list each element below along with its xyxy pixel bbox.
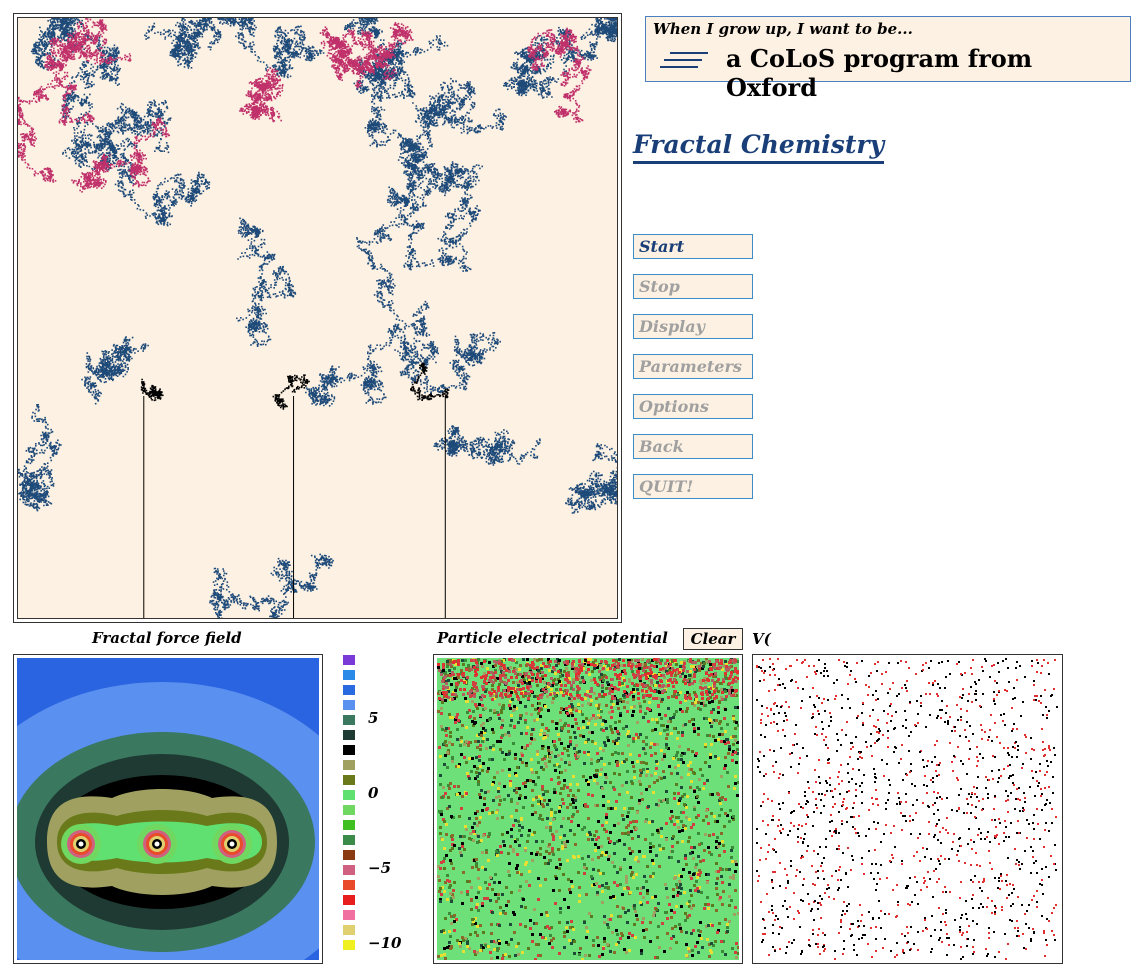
force-center (137, 824, 177, 864)
legend-swatch (343, 700, 355, 710)
legend-swatch (343, 865, 355, 875)
colos-logo-icon (660, 52, 708, 68)
legend-swatch (343, 850, 355, 860)
legend-swatch (343, 805, 355, 815)
force-field-panel (13, 654, 323, 964)
legend-swatch (343, 820, 355, 830)
banner-tagline: When I grow up, I want to be... (653, 20, 913, 38)
start-button[interactable]: Start (633, 234, 753, 259)
legend-swatch (343, 715, 355, 725)
quit-button[interactable]: QUIT! (633, 474, 753, 499)
velocity-label: V( (752, 630, 771, 648)
legend-swatch (343, 730, 355, 740)
legend-swatch (343, 880, 355, 890)
dendrite-stems (140, 362, 450, 618)
page-title: Fractal Chemistry (633, 130, 885, 164)
colos-banner: When I grow up, I want to be... a CoLoS … (645, 16, 1131, 102)
legend-swatch (343, 835, 355, 845)
potential-map (437, 658, 739, 960)
options-button[interactable]: Options (633, 394, 753, 419)
legend-tick: 0 (368, 784, 379, 802)
legend-swatch (343, 670, 355, 680)
force-field-contours (17, 658, 319, 960)
force-center (212, 824, 252, 864)
banner-program-name: a CoLoS program from Oxford (726, 44, 1033, 102)
legend-tick: −5 (368, 859, 392, 877)
back-button[interactable]: Back (633, 434, 753, 459)
velocity-pixels (756, 658, 1058, 960)
potential-label: Particle electrical potential (437, 629, 668, 647)
legend-swatch (343, 790, 355, 800)
simulation-viewport[interactable] (17, 17, 618, 619)
potential-pixels (437, 658, 739, 960)
stop-button[interactable]: Stop (633, 274, 753, 299)
potential-panel (433, 654, 743, 964)
legend-tick: 5 (368, 709, 379, 727)
legend-swatch (343, 685, 355, 695)
display-button[interactable]: Display (633, 314, 753, 339)
legend-swatch (343, 775, 355, 785)
legend-swatch (343, 760, 355, 770)
legend-swatch (343, 910, 355, 920)
velocity-panel (752, 654, 1063, 964)
parameters-button[interactable]: Parameters (633, 354, 753, 379)
clear-button[interactable]: Clear (683, 628, 743, 650)
force-field-label: Fractal force field (92, 629, 242, 647)
force-center (61, 824, 101, 864)
legend-swatch (343, 925, 355, 935)
legend-tick: −10 (368, 934, 402, 952)
simulation-canvas[interactable] (13, 13, 622, 623)
legend-swatch (343, 655, 355, 665)
random-walk-plot (18, 18, 617, 618)
blue-walker-cluster (18, 18, 617, 618)
legend-swatch (343, 940, 355, 950)
legend-swatch (343, 745, 355, 755)
pink-walker-cluster (18, 18, 592, 193)
velocity-map (756, 658, 1058, 960)
legend-swatch (343, 895, 355, 905)
